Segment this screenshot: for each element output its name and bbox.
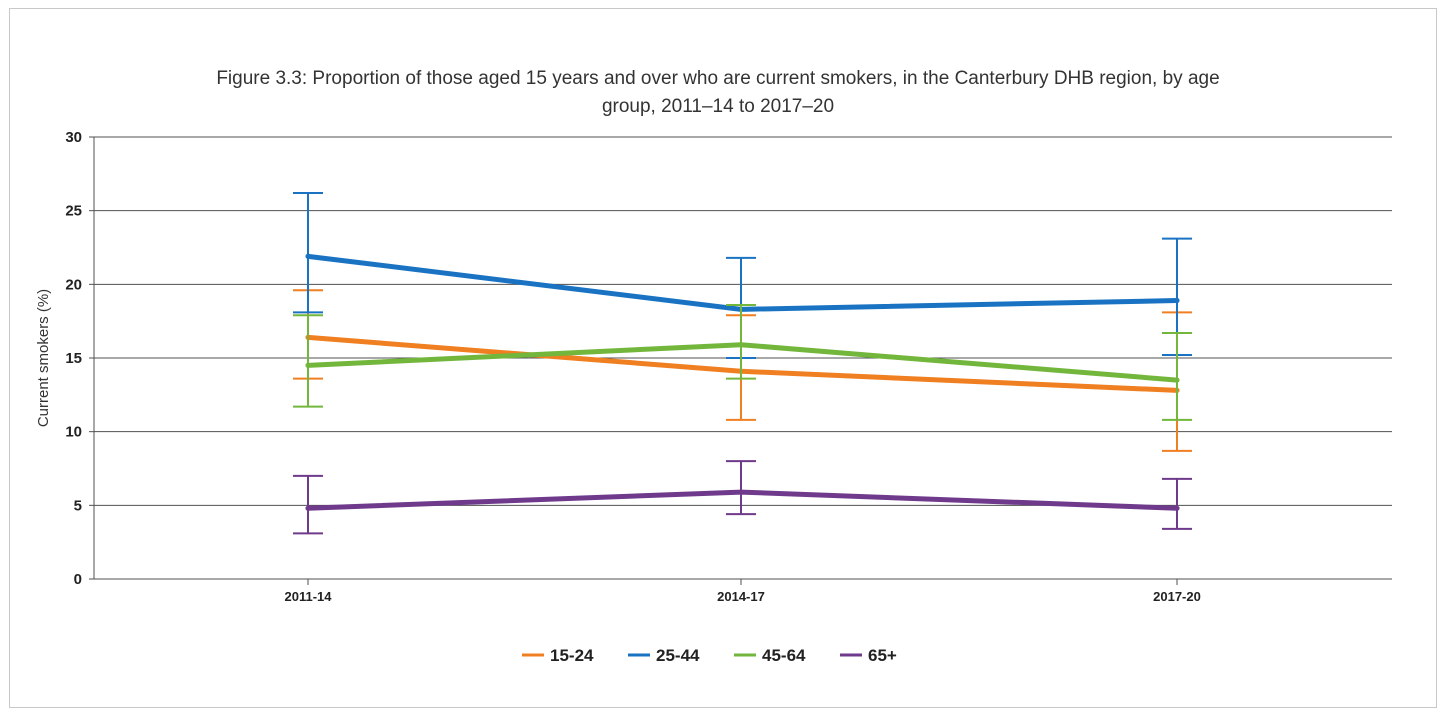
error-bars <box>293 191 1192 535</box>
y-tick-label: 10 <box>65 424 82 441</box>
series-lines <box>305 253 1180 511</box>
legend: 15-24 25-44 45-64 65+ <box>522 646 897 665</box>
legend-label: 15-24 <box>550 646 594 665</box>
legend-item-15-24: 15-24 <box>522 646 594 665</box>
chart-title-line-1: Figure 3.3: Proportion of those aged 15 … <box>216 68 1219 89</box>
line-chart: Figure 3.3: Proportion of those aged 15 … <box>35 68 1392 665</box>
legend-item-45-64: 45-64 <box>734 646 806 665</box>
x-tick-label: 2017-20 <box>1153 589 1201 604</box>
series-line-25-44 <box>305 253 1180 312</box>
legend-label: 45-64 <box>762 646 806 665</box>
x-tick-label: 2011-14 <box>285 589 333 604</box>
gridlines <box>93 136 1392 580</box>
x-tick-label: 2014-17 <box>717 589 765 604</box>
chart-title: Figure 3.3: Proportion of those aged 15 … <box>216 68 1219 117</box>
chart-title-line-2: group, 2011–14 to 2017–20 <box>602 96 834 117</box>
legend-label: 25-44 <box>656 646 700 665</box>
legend-item-65+: 65+ <box>840 646 897 665</box>
x-axis-ticks: 2011-14 2014-17 2017-20 <box>285 579 1201 604</box>
legend-item-25-44: 25-44 <box>628 646 700 665</box>
y-tick-label: 20 <box>65 276 82 293</box>
y-tick-label: 0 <box>74 571 82 588</box>
legend-label: 65+ <box>868 646 897 665</box>
y-axis-label: Current smokers (%) <box>35 289 52 427</box>
y-axis-ticks: 0 5 10 15 20 25 30 <box>65 129 94 588</box>
y-tick-label: 5 <box>74 497 82 514</box>
y-tick-label: 15 <box>65 350 82 367</box>
y-tick-label: 30 <box>65 129 82 146</box>
chart-frame: Figure 3.3: Proportion of those aged 15 … <box>9 8 1437 708</box>
y-tick-label: 25 <box>65 203 82 220</box>
series-line-65+ <box>305 489 1180 511</box>
